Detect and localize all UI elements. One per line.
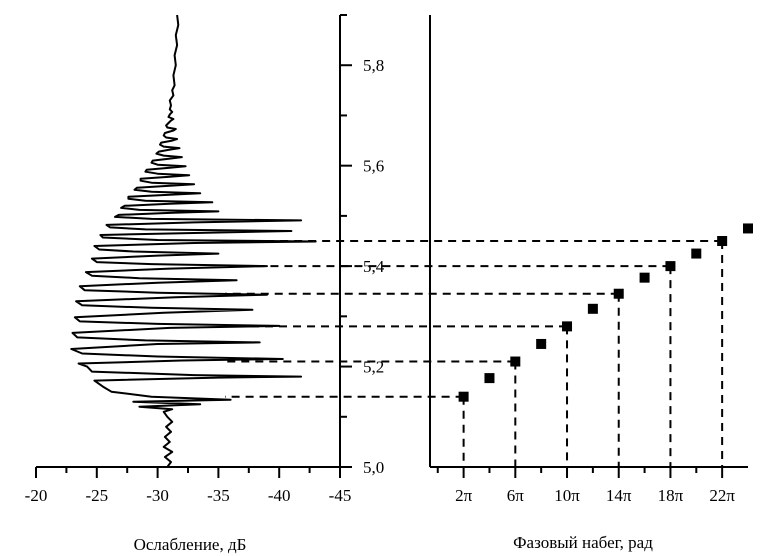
data-point [639, 272, 650, 283]
right-x-axis-label: Фазовый набег, рад [513, 533, 653, 552]
right-panel: 5,05,25,45,65,82π 6π 10π 14π 18π 22π [339, 14, 753, 505]
data-point [536, 338, 547, 349]
frequency-tick-label: 5,0 [363, 458, 384, 477]
left-x-tick-label: -40 [268, 486, 291, 505]
left-x-tick-label: -45 [329, 486, 352, 505]
left-x-tick-label: -25 [85, 486, 108, 505]
right-x-tick-label: 10π [554, 486, 580, 505]
frequency-tick-label: 5,6 [363, 157, 384, 176]
left-panel: -20 -25 -30 -35 -40 -45 [25, 14, 352, 505]
data-point [743, 223, 753, 234]
data-point [484, 373, 495, 384]
data-point [587, 303, 598, 314]
right-x-tick-label: 18π [658, 486, 684, 505]
right-x-tick-label: 6π [507, 486, 525, 505]
data-point [691, 248, 702, 259]
frequency-tick-label: 5,8 [363, 56, 384, 75]
left-x-tick-label: -35 [207, 486, 230, 505]
spectrum-line [70, 14, 317, 468]
left-x-axis-label: Ослабление, дБ [134, 535, 247, 554]
right-x-tick-label: 14π [606, 486, 632, 505]
frequency-tick-label: 5,2 [363, 358, 384, 377]
dashed-guides [225, 240, 724, 467]
right-x-tick-label: 2π [455, 486, 473, 505]
left-x-tick-label: -20 [25, 486, 48, 505]
right-x-tick-label: 22π [709, 486, 735, 505]
left-x-tick-label: -30 [146, 486, 169, 505]
